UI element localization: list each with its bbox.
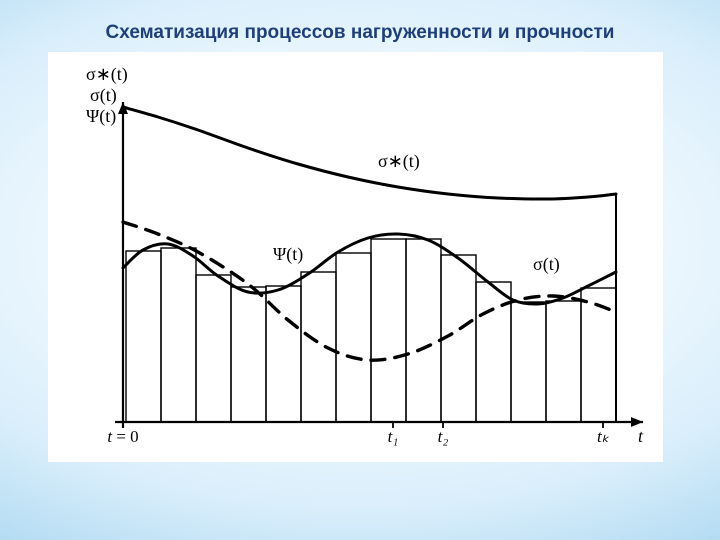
histogram-bar xyxy=(406,239,441,422)
curve-sigma-star xyxy=(123,107,616,199)
x-tick-label: t = 0 xyxy=(107,427,138,446)
x-tick-label: tₖ xyxy=(597,427,610,446)
chart-svg: t = 0t₁t₂tₖtσ∗(t)σ(t)Ψ(t)σ∗(t)Ψ(t)σ(t) xyxy=(48,52,663,462)
y-axis-label: Ψ(t) xyxy=(86,106,116,127)
curve-psi xyxy=(123,222,616,360)
histogram-bar xyxy=(161,248,196,422)
histogram-bar xyxy=(231,287,266,422)
x-tick-label: t₂ xyxy=(438,427,449,446)
y-axis-label: σ(t) xyxy=(90,85,117,106)
histogram-bar xyxy=(336,253,371,422)
title-text: Схематизация процессов нагруженности и п… xyxy=(106,22,615,43)
histogram-bar xyxy=(546,301,581,422)
histogram-bar xyxy=(581,288,616,422)
y-axis-label: σ∗(t) xyxy=(86,64,128,85)
diagram-chart: t = 0t₁t₂tₖtσ∗(t)σ(t)Ψ(t)σ∗(t)Ψ(t)σ(t) xyxy=(48,52,663,462)
label-psi: Ψ(t) xyxy=(273,244,303,265)
histogram-bar xyxy=(371,239,406,422)
histogram-bar xyxy=(511,302,546,422)
histogram-bar xyxy=(126,251,161,422)
histogram-bar xyxy=(301,272,336,422)
x-tick-label: t₁ xyxy=(388,427,399,446)
label-sigma-star: σ∗(t) xyxy=(378,151,420,172)
histogram-bar xyxy=(196,275,231,422)
page-title: Схематизация процессов нагруженности и п… xyxy=(0,22,720,44)
label-sigma: σ(t) xyxy=(533,254,560,275)
x-axis-name: t xyxy=(638,426,644,446)
